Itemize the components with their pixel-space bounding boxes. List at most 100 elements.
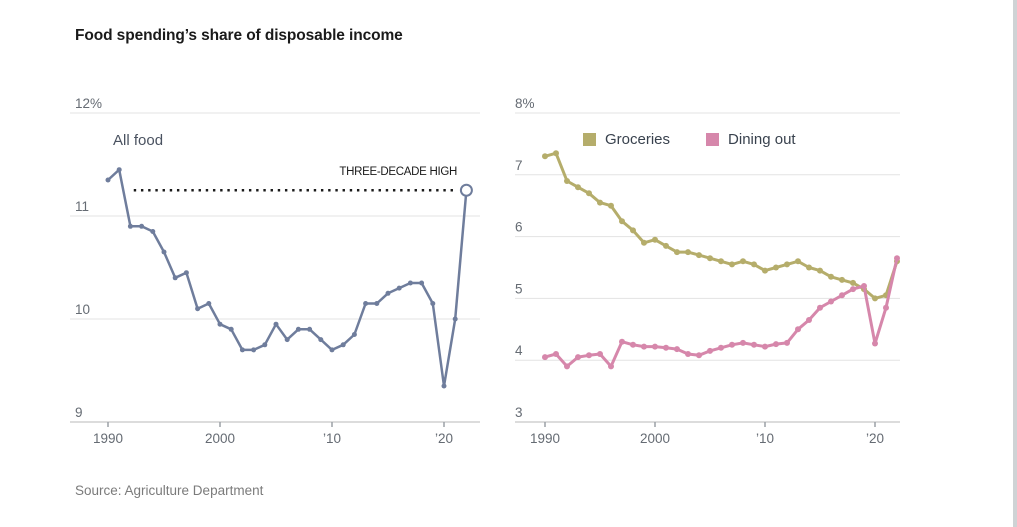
data-point xyxy=(172,275,178,281)
data-point xyxy=(419,280,425,286)
data-point xyxy=(729,341,735,348)
data-point xyxy=(795,326,801,333)
data-point xyxy=(872,340,878,347)
data-point xyxy=(685,249,691,256)
data-point xyxy=(784,261,790,268)
dining-out-swatch-icon xyxy=(706,133,720,146)
data-point xyxy=(374,301,380,306)
data-point xyxy=(630,341,636,348)
data-point xyxy=(872,295,878,302)
data-point xyxy=(718,344,724,351)
data-point xyxy=(751,341,757,348)
y-tick-label: 12% xyxy=(75,96,102,111)
data-point xyxy=(228,326,234,332)
y-tick-label: 10 xyxy=(75,302,90,317)
data-point xyxy=(597,351,603,357)
data-point xyxy=(597,199,603,206)
window-edge xyxy=(1013,0,1017,527)
source-note: Source: Agriculture Department xyxy=(75,483,264,498)
data-point xyxy=(707,255,713,262)
data-point xyxy=(740,339,746,346)
data-point xyxy=(542,354,548,361)
data-point xyxy=(363,301,369,306)
x-tick-label: 2000 xyxy=(205,431,235,446)
data-point xyxy=(652,236,658,243)
data-point xyxy=(817,267,823,274)
data-point xyxy=(773,264,779,271)
data-point xyxy=(861,283,867,289)
data-point xyxy=(806,264,812,271)
data-point xyxy=(329,347,335,353)
data-point xyxy=(674,249,680,256)
data-point xyxy=(762,267,768,274)
data-point xyxy=(351,332,357,337)
data-point xyxy=(452,316,458,322)
data-point xyxy=(674,346,680,353)
data-point xyxy=(641,239,647,246)
data-point xyxy=(407,280,413,286)
x-tick-label: ’10 xyxy=(323,431,341,446)
data-point xyxy=(696,352,702,359)
data-point xyxy=(586,352,592,359)
y-tick-label: 5 xyxy=(515,281,523,296)
data-point xyxy=(239,347,245,353)
data-point xyxy=(127,223,133,229)
legend: Groceries Dining out xyxy=(583,131,796,148)
data-point xyxy=(183,270,189,276)
data-point xyxy=(894,255,900,262)
groceries-dining-chart: 8% 7 6 5 4 3 1990 2000 ’10 ’20 xyxy=(515,96,900,446)
x-tick-label: 1990 xyxy=(530,431,560,446)
y-tick-label: 3 xyxy=(515,405,523,420)
data-point xyxy=(251,347,257,353)
data-point xyxy=(139,223,145,229)
x-tick-label: 1990 xyxy=(93,431,123,446)
data-point xyxy=(385,290,391,296)
data-point xyxy=(762,343,768,350)
data-point xyxy=(542,153,548,160)
data-point xyxy=(740,258,746,265)
y-tick-label: 11 xyxy=(75,199,89,214)
data-point xyxy=(441,383,447,389)
y-tick-label: 7 xyxy=(515,158,523,173)
data-point xyxy=(206,301,212,306)
groceries-swatch-icon xyxy=(583,133,596,146)
data-point xyxy=(586,190,592,197)
x-tick-label: ’10 xyxy=(756,431,774,446)
data-point xyxy=(608,202,614,209)
data-point xyxy=(630,227,636,234)
open-circle-marker xyxy=(459,183,473,197)
data-point xyxy=(850,279,856,286)
x-tick-label: 2000 xyxy=(640,431,670,446)
data-point xyxy=(553,351,559,357)
legend-item-groceries: Groceries xyxy=(583,131,670,148)
x-tick-label: ’20 xyxy=(435,431,453,446)
data-point xyxy=(284,337,290,343)
data-point xyxy=(751,261,757,268)
data-point xyxy=(817,304,823,311)
data-point xyxy=(839,276,845,283)
all-food-series-label: All food xyxy=(113,132,164,149)
data-point xyxy=(553,150,559,157)
data-point xyxy=(795,258,801,265)
data-point xyxy=(195,306,201,312)
data-point xyxy=(773,341,779,348)
data-point xyxy=(318,337,324,343)
data-point xyxy=(828,273,834,280)
data-point xyxy=(273,321,279,327)
three-decade-high-annotation: THREE-DECADE HIGH xyxy=(339,166,457,178)
data-point xyxy=(685,351,691,357)
all-food-chart: 12% 11 10 9 1990 2000 ’10 ’20 xyxy=(70,96,480,446)
data-point xyxy=(396,285,402,291)
y-tick-label: 8% xyxy=(515,96,535,111)
x-tick-label: ’20 xyxy=(866,431,884,446)
data-point xyxy=(883,304,889,311)
data-point xyxy=(729,261,735,268)
page-title: Food spending’s share of disposable inco… xyxy=(75,27,403,44)
legend-label-groceries: Groceries xyxy=(605,131,671,148)
data-point xyxy=(340,342,346,348)
data-point xyxy=(116,167,122,173)
data-point xyxy=(564,178,570,184)
data-point xyxy=(150,229,156,234)
data-point xyxy=(307,326,313,332)
